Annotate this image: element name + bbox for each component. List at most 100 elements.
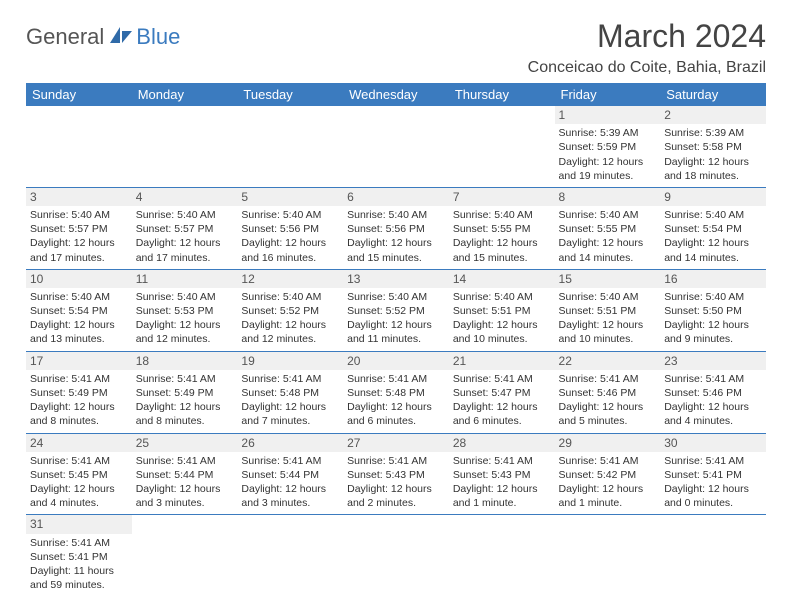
day-number (237, 106, 343, 124)
day-detail-line: Sunrise: 5:41 AM (347, 372, 445, 386)
day-detail-line: Sunset: 5:49 PM (136, 386, 234, 400)
week-row: 24Sunrise: 5:41 AMSunset: 5:45 PMDayligh… (26, 433, 766, 515)
weekday-header: Monday (132, 83, 238, 106)
day-detail-line: Sunset: 5:55 PM (559, 222, 657, 236)
day-detail-line: Sunset: 5:56 PM (241, 222, 339, 236)
day-cell: 29Sunrise: 5:41 AMSunset: 5:42 PMDayligh… (555, 433, 661, 515)
day-detail-line: and 14 minutes. (664, 251, 762, 265)
day-cell: 30Sunrise: 5:41 AMSunset: 5:41 PMDayligh… (660, 433, 766, 515)
day-number: 19 (237, 352, 343, 370)
day-cell: 14Sunrise: 5:40 AMSunset: 5:51 PMDayligh… (449, 269, 555, 351)
day-cell: 15Sunrise: 5:40 AMSunset: 5:51 PMDayligh… (555, 269, 661, 351)
day-detail-line: and 8 minutes. (30, 414, 128, 428)
location: Conceicao do Coite, Bahia, Brazil (528, 59, 766, 77)
day-detail-line: and 4 minutes. (30, 496, 128, 510)
day-number: 31 (26, 515, 132, 533)
day-detail-line: Sunrise: 5:40 AM (136, 208, 234, 222)
empty-cell (449, 515, 555, 596)
day-detail-line: Daylight: 12 hours (664, 318, 762, 332)
day-detail-line: Sunrise: 5:40 AM (559, 290, 657, 304)
day-detail-line: Daylight: 12 hours (453, 236, 551, 250)
day-detail-line: Sunrise: 5:41 AM (664, 454, 762, 468)
day-number: 14 (449, 270, 555, 288)
week-row: 3Sunrise: 5:40 AMSunset: 5:57 PMDaylight… (26, 187, 766, 269)
day-number: 26 (237, 434, 343, 452)
calendar-table: SundayMondayTuesdayWednesdayThursdayFrid… (26, 83, 766, 596)
day-detail-line: Sunset: 5:47 PM (453, 386, 551, 400)
day-cell: 16Sunrise: 5:40 AMSunset: 5:50 PMDayligh… (660, 269, 766, 351)
day-detail-line: Sunset: 5:57 PM (136, 222, 234, 236)
empty-cell (132, 515, 238, 596)
header: General Blue March 2024 Conceicao do Coi… (26, 18, 766, 77)
day-number (660, 515, 766, 533)
day-cell: 26Sunrise: 5:41 AMSunset: 5:44 PMDayligh… (237, 433, 343, 515)
day-cell: 7Sunrise: 5:40 AMSunset: 5:55 PMDaylight… (449, 187, 555, 269)
week-row: 10Sunrise: 5:40 AMSunset: 5:54 PMDayligh… (26, 269, 766, 351)
day-cell: 20Sunrise: 5:41 AMSunset: 5:48 PMDayligh… (343, 351, 449, 433)
day-detail-line: Sunset: 5:44 PM (241, 468, 339, 482)
day-detail-line: and 5 minutes. (559, 414, 657, 428)
day-detail-line: and 14 minutes. (559, 251, 657, 265)
weekday-header: Thursday (449, 83, 555, 106)
day-detail-line: Sunset: 5:45 PM (30, 468, 128, 482)
month-title: March 2024 (528, 18, 766, 55)
day-number: 10 (26, 270, 132, 288)
day-detail-line: Sunrise: 5:40 AM (30, 290, 128, 304)
logo-text-general: General (26, 24, 104, 50)
day-detail-line: and 59 minutes. (30, 578, 128, 592)
day-detail-line: Sunrise: 5:41 AM (30, 372, 128, 386)
day-detail-line: Daylight: 11 hours (30, 564, 128, 578)
day-number: 13 (343, 270, 449, 288)
day-cell: 17Sunrise: 5:41 AMSunset: 5:49 PMDayligh… (26, 351, 132, 433)
day-cell: 11Sunrise: 5:40 AMSunset: 5:53 PMDayligh… (132, 269, 238, 351)
day-detail-line: Daylight: 12 hours (347, 400, 445, 414)
day-detail-line: Sunset: 5:44 PM (136, 468, 234, 482)
day-number: 4 (132, 188, 238, 206)
day-cell: 2Sunrise: 5:39 AMSunset: 5:58 PMDaylight… (660, 106, 766, 187)
day-detail-line: Daylight: 12 hours (347, 318, 445, 332)
weekday-header: Wednesday (343, 83, 449, 106)
day-detail-line: and 9 minutes. (664, 332, 762, 346)
day-detail-line: Sunset: 5:51 PM (453, 304, 551, 318)
week-row: 17Sunrise: 5:41 AMSunset: 5:49 PMDayligh… (26, 351, 766, 433)
day-detail-line: Daylight: 12 hours (559, 400, 657, 414)
day-number: 25 (132, 434, 238, 452)
day-detail-line: Sunset: 5:46 PM (559, 386, 657, 400)
day-detail-line: Sunset: 5:55 PM (453, 222, 551, 236)
day-detail-line: Sunrise: 5:40 AM (559, 208, 657, 222)
day-detail-line: Sunset: 5:51 PM (559, 304, 657, 318)
day-cell: 12Sunrise: 5:40 AMSunset: 5:52 PMDayligh… (237, 269, 343, 351)
day-detail-line: Sunrise: 5:40 AM (241, 208, 339, 222)
day-detail-line: and 15 minutes. (453, 251, 551, 265)
day-detail-line: and 12 minutes. (241, 332, 339, 346)
day-detail-line: Sunset: 5:48 PM (241, 386, 339, 400)
day-detail-line: Sunrise: 5:41 AM (664, 372, 762, 386)
day-detail-line: Daylight: 12 hours (241, 400, 339, 414)
day-number: 22 (555, 352, 661, 370)
calendar-body: 1Sunrise: 5:39 AMSunset: 5:59 PMDaylight… (26, 106, 766, 596)
day-number: 8 (555, 188, 661, 206)
day-detail-line: Daylight: 12 hours (30, 318, 128, 332)
day-detail-line: Daylight: 12 hours (453, 400, 551, 414)
logo-text-blue: Blue (136, 24, 180, 50)
day-detail-line: and 1 minute. (453, 496, 551, 510)
empty-cell (660, 515, 766, 596)
day-cell: 3Sunrise: 5:40 AMSunset: 5:57 PMDaylight… (26, 187, 132, 269)
day-detail-line: Sunrise: 5:41 AM (559, 454, 657, 468)
day-detail-line: and 19 minutes. (559, 169, 657, 183)
day-detail-line: Daylight: 12 hours (136, 482, 234, 496)
day-detail-line: Daylight: 12 hours (241, 482, 339, 496)
day-detail-line: Daylight: 12 hours (30, 482, 128, 496)
day-detail-line: Sunrise: 5:41 AM (453, 372, 551, 386)
day-detail-line: Sunrise: 5:41 AM (136, 454, 234, 468)
day-detail-line: Daylight: 12 hours (347, 482, 445, 496)
day-detail-line: and 18 minutes. (664, 169, 762, 183)
day-detail-line: and 4 minutes. (664, 414, 762, 428)
day-detail-line: Sunrise: 5:40 AM (241, 290, 339, 304)
weekday-header: Tuesday (237, 83, 343, 106)
weekday-header: Friday (555, 83, 661, 106)
day-detail-line: Sunset: 5:52 PM (241, 304, 339, 318)
day-detail-line: Sunset: 5:42 PM (559, 468, 657, 482)
day-detail-line: Daylight: 12 hours (453, 482, 551, 496)
day-detail-line: Sunrise: 5:40 AM (136, 290, 234, 304)
